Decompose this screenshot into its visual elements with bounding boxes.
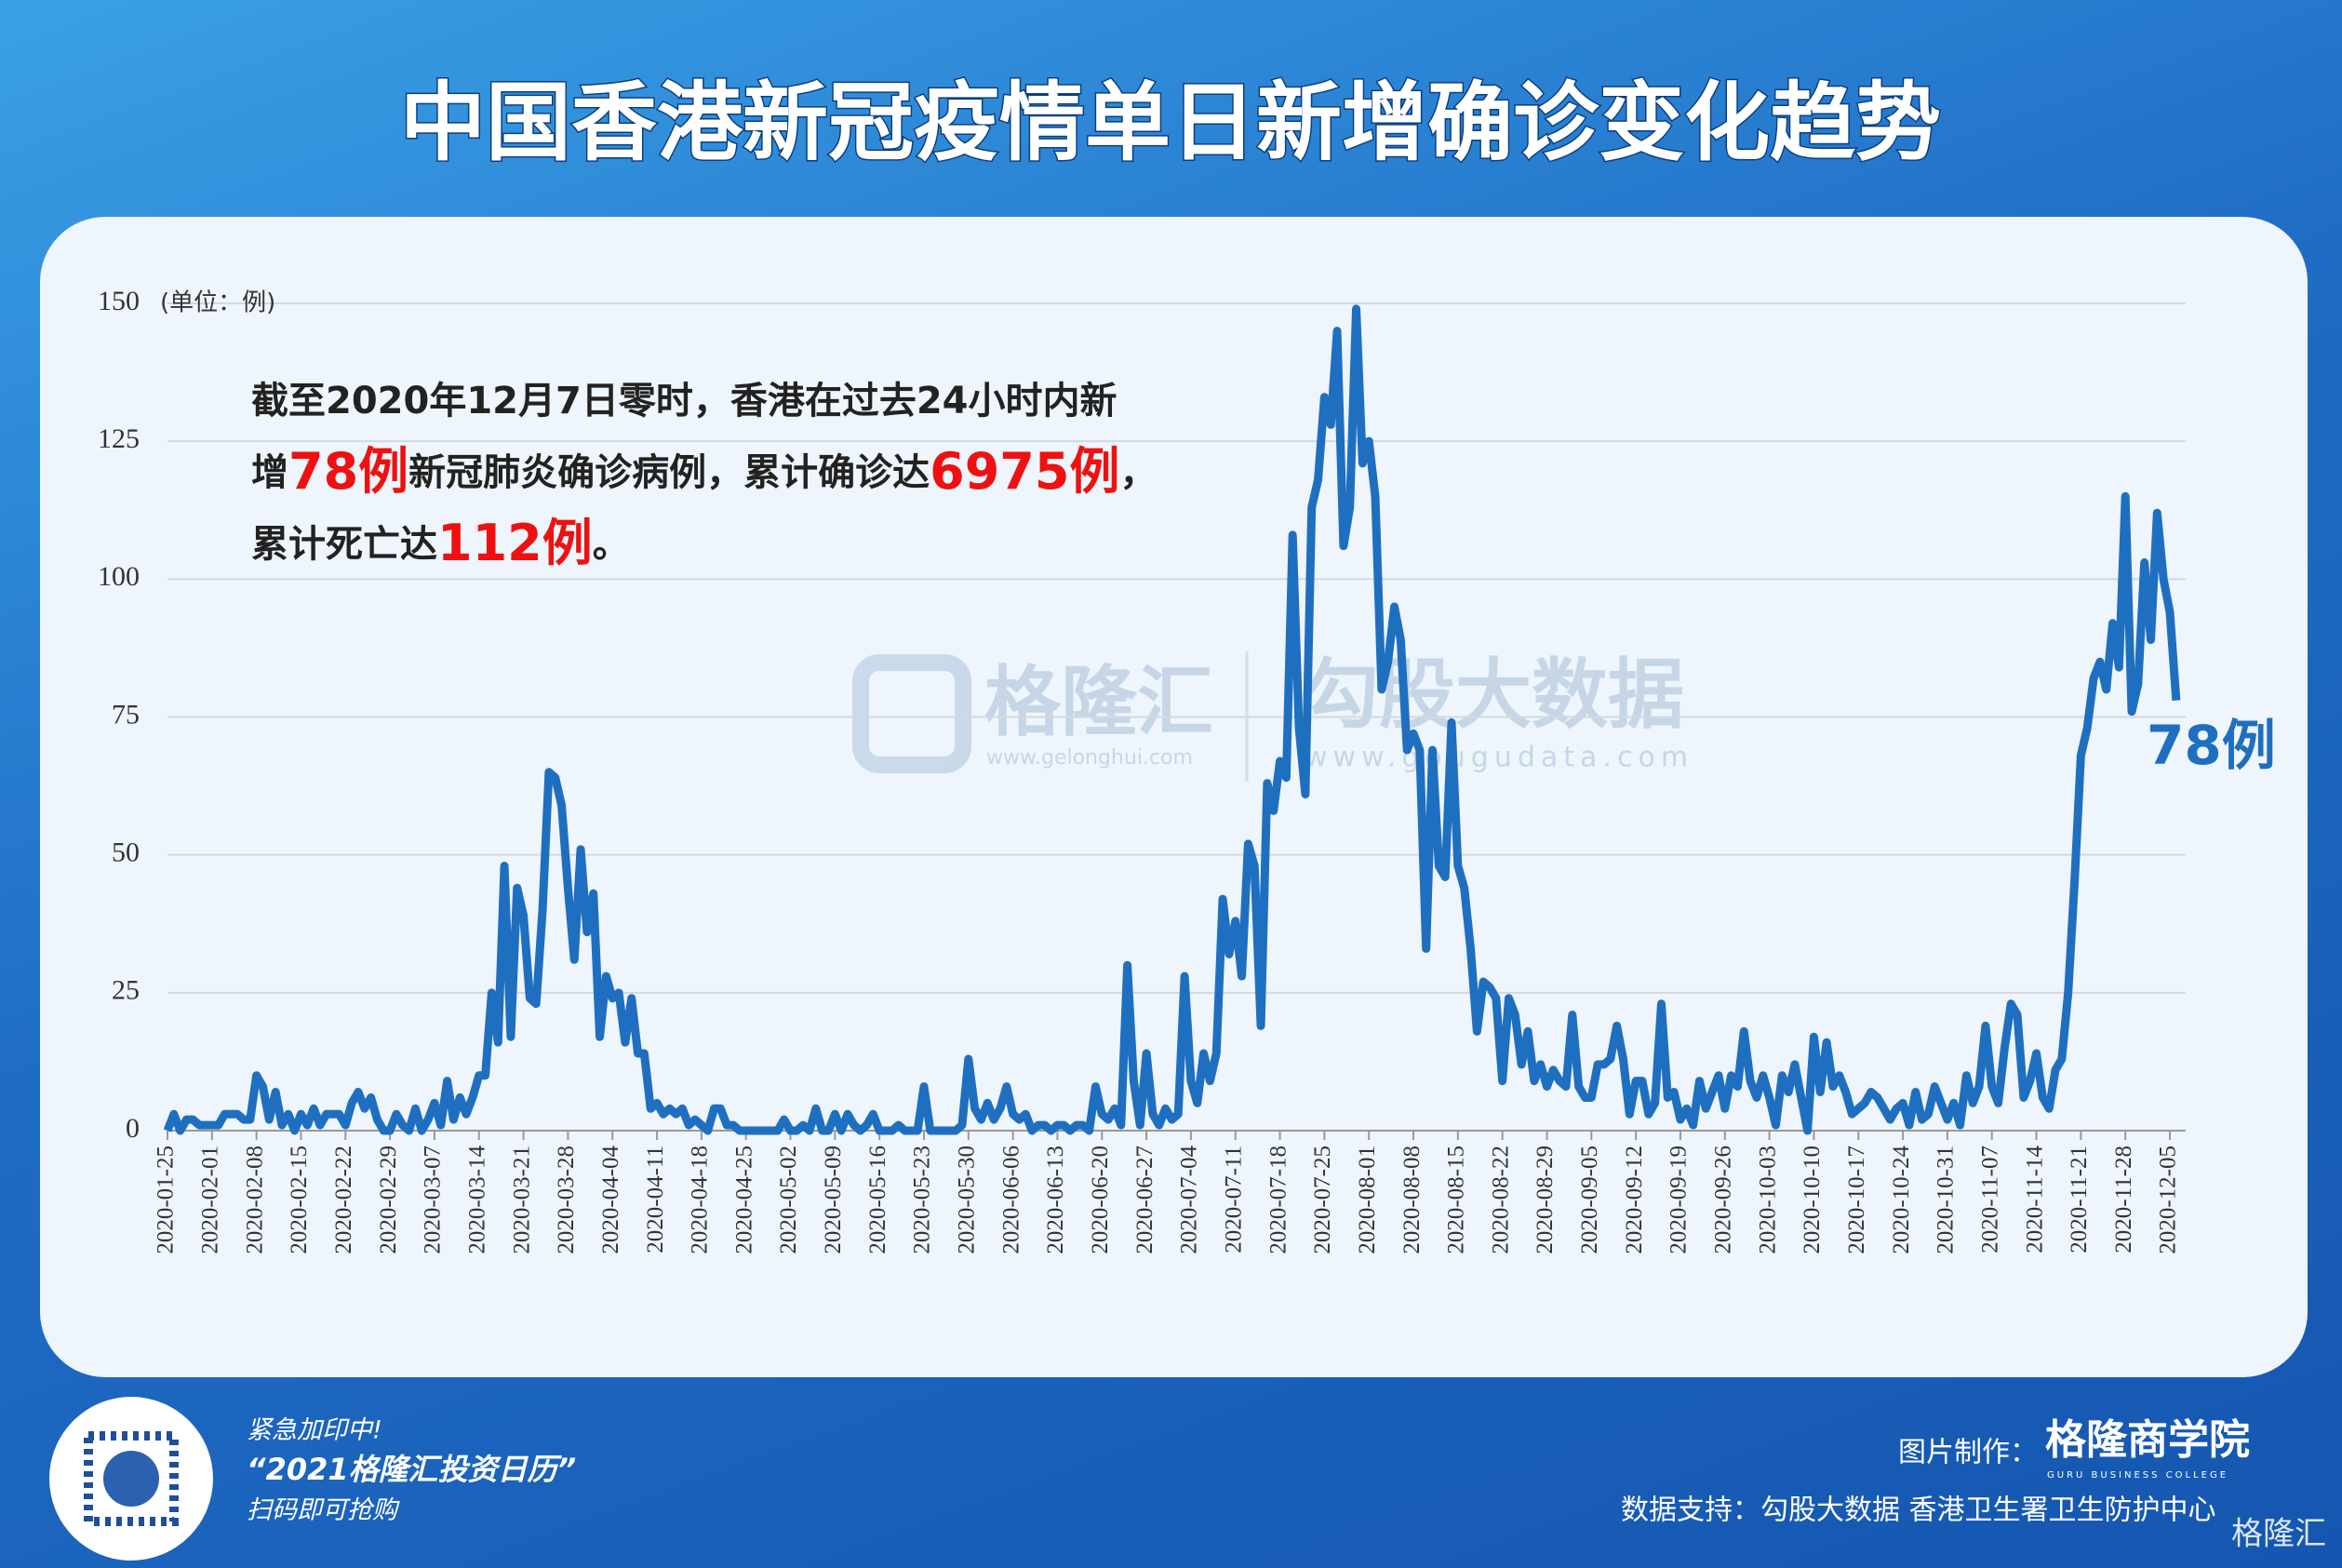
annotation-highlight: 112例 (437, 514, 593, 572)
promo-text: 扫码即可抢购 (247, 1496, 400, 1525)
x-tick-label: 2020-04-11 (643, 1146, 668, 1253)
watermark-text: www.gelonghui.com (986, 746, 1193, 770)
y-tick-label: 125 (98, 423, 140, 454)
watermark-text: 格隆汇 (984, 658, 1213, 746)
made-by: 格隆商学院 (2045, 1416, 2250, 1464)
y-tick-label: 75 (112, 699, 140, 730)
x-tick-label: 2020-10-17 (1844, 1146, 1869, 1254)
x-tick-label: 2020-04-04 (598, 1146, 623, 1254)
x-tick-label: 2020-10-10 (1800, 1146, 1825, 1254)
x-tick-label: 2020-11-21 (2067, 1146, 2092, 1253)
x-tick-label: 2020-08-15 (1444, 1146, 1469, 1254)
x-tick-label: 2020-08-01 (1355, 1146, 1380, 1254)
x-tick-label: 2020-03-28 (554, 1146, 579, 1254)
annotation-text: 累计死亡达 (251, 523, 437, 566)
x-tick-label: 2020-08-29 (1532, 1146, 1558, 1254)
source: 数据支持：勾股大数据 香港卫生署卫生防护中心 (1621, 1494, 2216, 1527)
made-by-en: GURU BUSINESS COLLEGE (2047, 1470, 2228, 1481)
x-tick-label: 2020-10-31 (1934, 1146, 1959, 1254)
x-tick-label: 2020-01-25 (154, 1146, 179, 1254)
x-tick-label: 2020-09-12 (1622, 1146, 1647, 1254)
annotation-text: ， (1119, 451, 1157, 494)
made-by-label: 图片制作： (1898, 1437, 2038, 1469)
logo: 格隆汇 (2231, 1516, 2326, 1553)
x-tick-label: 2020-03-21 (509, 1146, 534, 1254)
x-tick-label: 2020-11-28 (2111, 1146, 2136, 1253)
y-tick-label: 0 (126, 1113, 140, 1144)
x-tick-label: 2020-06-20 (1088, 1146, 1113, 1254)
watermark-text: www.gougudata.com (1305, 742, 1693, 774)
x-tick-label: 2020-02-01 (198, 1146, 223, 1254)
qr-pattern (84, 1431, 179, 1526)
x-tick-label: 2020-03-07 (421, 1146, 446, 1254)
x-tick-label: 2020-08-08 (1399, 1146, 1425, 1254)
x-tick-label: 2020-08-22 (1488, 1146, 1513, 1254)
watermark: 格隆汇 www.gelonghui.com 勾股大数据 www.gougudat… (852, 650, 1693, 782)
x-tick-label: 2020-04-18 (688, 1146, 713, 1254)
x-tick-label: 2020-10-03 (1755, 1146, 1780, 1254)
x-tick-label: 2020-09-19 (1666, 1146, 1692, 1254)
x-tick-label: 2020-02-08 (242, 1146, 267, 1254)
y-tick-label: 150 (98, 286, 140, 316)
x-tick-label: 2020-10-24 (1889, 1146, 1914, 1254)
watermark-text: 勾股大数据 (1303, 650, 1684, 739)
annotation: 增78例新冠肺炎确诊病例，累计确诊达6975例， (251, 442, 1157, 501)
annotation-text: 增 (251, 451, 288, 494)
x-tick-label: 2020-05-16 (865, 1146, 890, 1254)
x-tick-label: 2020-05-23 (910, 1146, 935, 1254)
x-tick-label: 2020-02-22 (331, 1146, 356, 1254)
x-tick-label: 2020-12-05 (2156, 1146, 2181, 1254)
x-tick-label: 2020-06-13 (1043, 1146, 1068, 1254)
y-tick-label: 50 (112, 838, 140, 868)
y-tick-label: 100 (98, 561, 140, 592)
promo-text: “2021格隆汇投资日历” (247, 1452, 576, 1487)
promo-text: 紧急加印中! (247, 1416, 382, 1445)
x-tick-label: 2020-03-14 (464, 1146, 489, 1254)
annotation-text: 截至2020年12月7日零时，香港在过去24小时内新 (251, 380, 1117, 422)
title: 中国香港新冠疫情单日新增确诊变化趋势 (400, 73, 1941, 172)
x-tick-label: 2020-07-11 (1221, 1146, 1246, 1253)
x-tick-label: 2020-05-09 (821, 1146, 846, 1254)
x-tick-label: 2020-07-25 (1310, 1146, 1335, 1254)
x-tick-label: 2020-02-29 (376, 1146, 401, 1254)
x-tick-label: 2020-11-07 (1977, 1146, 2002, 1253)
annotation: 截至2020年12月7日零时，香港在过去24小时内新 (251, 380, 1117, 422)
x-tick-label: 2020-11-14 (2022, 1146, 2047, 1253)
annotation-text: 。 (593, 523, 630, 566)
annotation-highlight: 78例 (288, 442, 408, 501)
line (163, 304, 2181, 1135)
x-tick-label: 2020-05-02 (776, 1146, 801, 1254)
x-tick-label: 2020-04-25 (731, 1146, 756, 1254)
x-tick-label: 2020-07-04 (1177, 1146, 1202, 1254)
x-tick-label: 2020-06-06 (998, 1146, 1024, 1254)
x-tick-label: 2020-09-26 (1711, 1146, 1736, 1254)
annotation-highlight: 6975例 (930, 442, 1119, 501)
y-tick-label: 25 (112, 975, 140, 1006)
y-unit-label: (单位：例) (160, 289, 275, 317)
qr-center (103, 1451, 159, 1507)
x-tick-label: 2020-05-30 (955, 1146, 980, 1254)
end-label: 78例 (2147, 714, 2276, 777)
watermark-logo (852, 654, 971, 773)
x-tick-label: 2020-07-18 (1265, 1146, 1291, 1254)
annotation-text: 新冠肺炎确诊病例，累计确诊达 (408, 451, 930, 494)
x-tick-label: 2020-06-27 (1132, 1146, 1158, 1254)
annotation: 累计死亡达112例。 (251, 514, 630, 572)
x-tick-label: 2020-09-05 (1577, 1146, 1602, 1254)
x-tick-label: 2020-02-15 (287, 1146, 312, 1254)
